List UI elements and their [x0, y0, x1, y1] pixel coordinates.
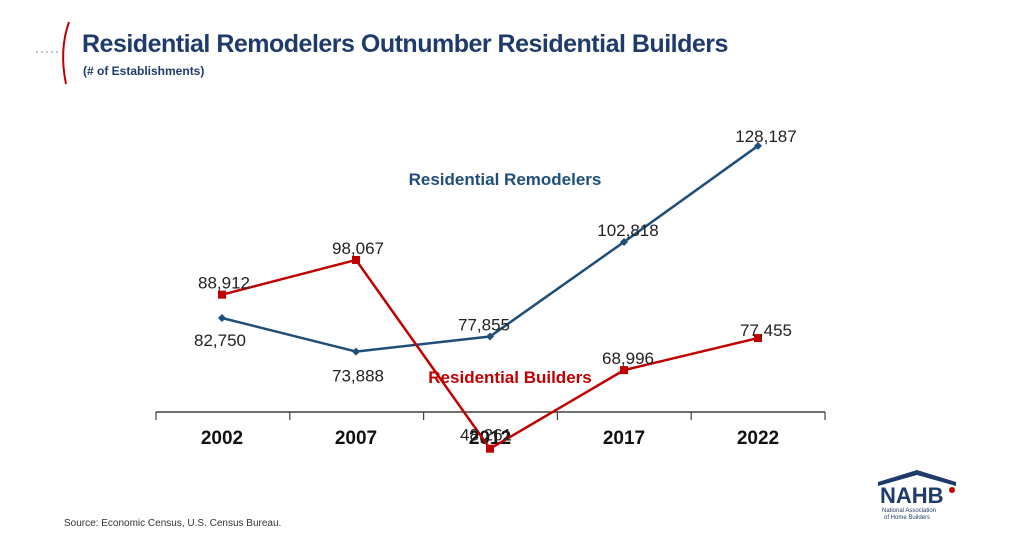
series-line-builders — [221, 258, 759, 450]
svg-text:NAHB: NAHB — [880, 483, 944, 508]
data-point — [754, 141, 762, 150]
data-label: 98,067 — [332, 239, 384, 258]
data-point — [620, 366, 628, 375]
series-layer — [218, 141, 762, 453]
data-label: 77,855 — [458, 316, 510, 335]
x-tick-label: 2007 — [335, 428, 377, 449]
data-point — [218, 314, 226, 322]
data-label: 68,996 — [602, 349, 654, 368]
data-label: 48,261 — [460, 426, 512, 445]
x-axis: 2002 2007 2012 2017 2022 — [155, 411, 826, 449]
nahb-logo: NAHB National Association of Home Builde… — [878, 470, 956, 521]
source-note: Source: Economic Census, U.S. Census Bur… — [64, 518, 282, 529]
data-point — [352, 347, 360, 356]
title-accent — [36, 21, 70, 85]
x-tick-label: 2017 — [603, 428, 645, 449]
svg-text:of Home Builders: of Home Builders — [884, 515, 930, 521]
data-point — [352, 255, 360, 264]
data-label: 77,455 — [740, 321, 792, 340]
svg-text:National Association: National Association — [882, 508, 936, 514]
x-tick-label: 2002 — [201, 428, 243, 449]
x-tick-label: 2022 — [737, 428, 779, 449]
data-label: 128,187 — [735, 127, 796, 146]
data-label: 102,818 — [597, 221, 658, 240]
data-point — [486, 332, 494, 341]
chart-subtitle: (# of Establishments) — [83, 64, 205, 78]
series-label: Residential Builders — [428, 368, 591, 387]
data-point — [218, 290, 226, 299]
series-label: Residential Remodelers — [409, 170, 602, 189]
data-label: 88,912 — [198, 274, 250, 293]
data-point — [754, 334, 762, 343]
data-label: 82,750 — [194, 331, 246, 350]
data-labels: 82,750 73,888 77,855 102,818 128,187 Resident… — [194, 127, 797, 445]
chart-title: Residential Remodelers Outnumber Residen… — [82, 30, 728, 58]
data-point — [486, 444, 494, 453]
data-label: 73,888 — [332, 367, 384, 386]
data-point — [620, 237, 628, 246]
